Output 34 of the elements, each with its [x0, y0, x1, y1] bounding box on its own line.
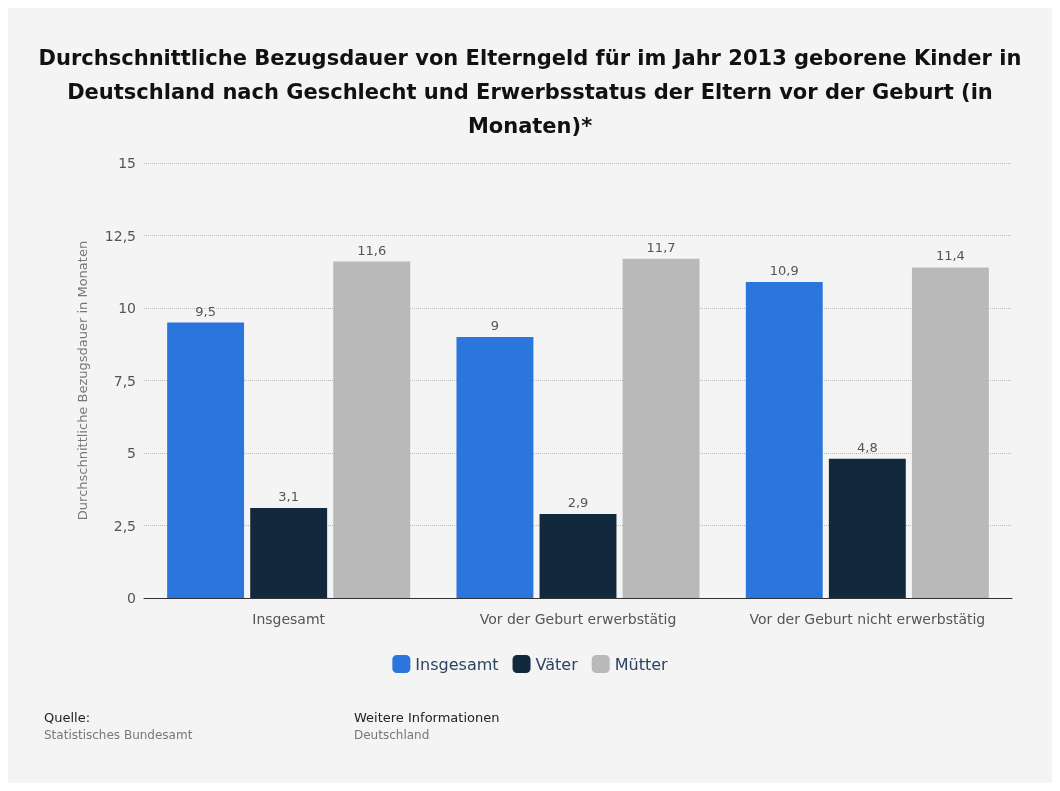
- bar: [167, 322, 245, 598]
- text: Weitere Informationen: [354, 710, 500, 725]
- x-tick-label: Vor der Geburt erwerbstätig: [479, 611, 677, 627]
- x-tick-label: Vor der Geburt nicht erwerbstätig: [749, 611, 986, 627]
- source-note: Quelle:: [44, 710, 91, 725]
- legend-label: Mütter: [614, 654, 669, 674]
- legend-label: Insgesamt: [415, 654, 499, 674]
- y-axis-title: Durchschnittliche Bezugsdauer in Monaten: [75, 240, 90, 521]
- bar: [539, 513, 617, 598]
- data-label: 10,9: [769, 262, 799, 278]
- data-label: 9: [490, 318, 500, 333]
- y-tick-label: 0: [127, 590, 136, 606]
- data-label: 4,8: [856, 439, 878, 455]
- data-label: 11,7: [646, 239, 676, 255]
- y-tick-label: 12,5: [104, 227, 136, 244]
- data-label: 9,5: [195, 303, 216, 319]
- text: Deutschland: [354, 728, 430, 742]
- y-tick-label: 10: [118, 300, 136, 316]
- y-tick-label: 7,5: [113, 372, 136, 389]
- y-tick-label: 5: [127, 445, 136, 461]
- bar: [250, 508, 328, 598]
- bar: [745, 281, 823, 598]
- data-label: 11,4: [935, 248, 965, 264]
- x-tick-label: Insgesamt: [252, 611, 326, 627]
- data-label: 3,1: [278, 489, 300, 505]
- y-tick-label: 2,5: [113, 517, 136, 534]
- data-label: 11,6: [357, 242, 387, 258]
- bar: [828, 458, 906, 598]
- y-tick-label: 15: [118, 155, 136, 171]
- legend-label: Väter: [535, 654, 579, 674]
- data-label: 2,9: [567, 494, 589, 510]
- chart-title: Durchschnittliche Bezugsdauer von Elterngeld für im Jahr 2013 geborene Kinder in Deutschland nach Geschlecht und Erwerbsstatus der Eltern vor der Geburt (in Monaten)*: [38, 46, 1022, 138]
- text: Statistisches Bundesamt: [44, 728, 193, 742]
- bar: [456, 337, 534, 598]
